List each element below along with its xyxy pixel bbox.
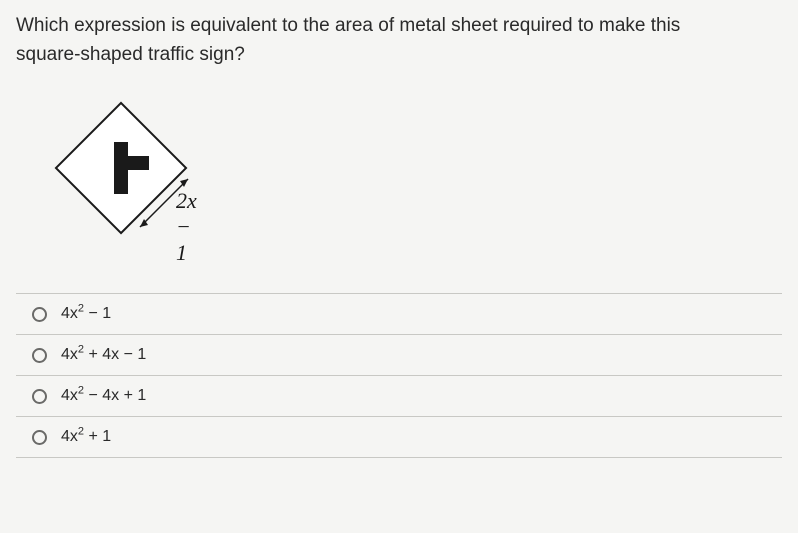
question-text: Which expression is equivalent to the ar…	[16, 12, 782, 69]
side-length-label: 2x − 1	[176, 188, 197, 266]
option-d[interactable]: 4x2 + 1	[16, 417, 782, 458]
options-list: 4x2 − 1 4x2 + 4x − 1 4x2 − 4x + 1 4x2 + …	[16, 293, 782, 458]
option-a[interactable]: 4x2 − 1	[16, 294, 782, 335]
t-intersection-symbol	[91, 138, 151, 198]
radio-icon	[32, 348, 47, 363]
traffic-sign: 2x − 1	[46, 93, 196, 243]
question-line2: square-shaped traffic sign?	[16, 44, 245, 65]
radio-icon	[32, 389, 47, 404]
option-text: 4x2 + 1	[61, 428, 111, 446]
option-text: 4x2 − 1	[61, 305, 111, 323]
t-horizontal-bar	[121, 156, 149, 170]
option-text: 4x2 + 4x − 1	[61, 346, 146, 364]
radio-icon	[32, 430, 47, 445]
option-b[interactable]: 4x2 + 4x − 1	[16, 335, 782, 376]
option-c[interactable]: 4x2 − 4x + 1	[16, 376, 782, 417]
option-text: 4x2 − 4x + 1	[61, 387, 146, 405]
radio-icon	[32, 307, 47, 322]
diagram: 2x − 1	[16, 93, 782, 273]
question-container: Which expression is equivalent to the ar…	[0, 0, 798, 533]
question-line1: Which expression is equivalent to the ar…	[16, 15, 680, 36]
